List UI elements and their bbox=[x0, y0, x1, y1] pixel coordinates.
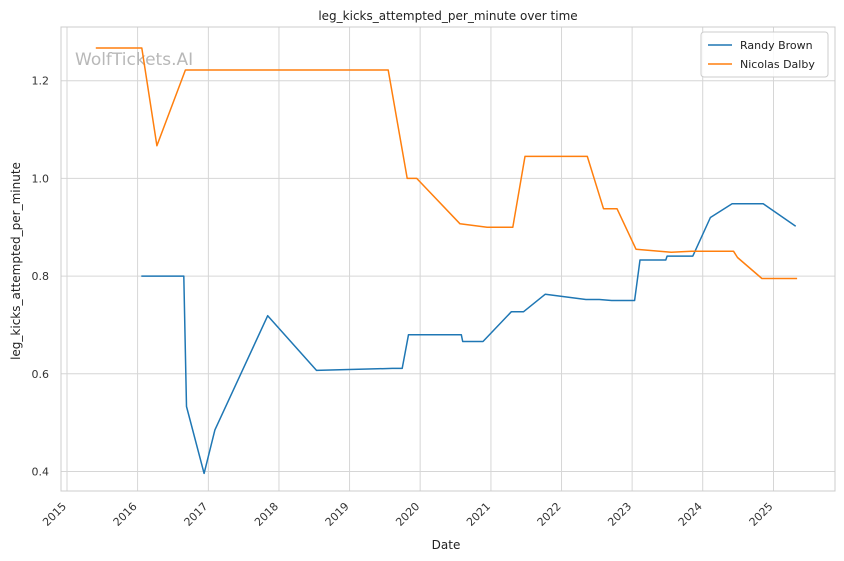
plot-area-frame bbox=[60, 26, 836, 492]
series-line-nicolas-dalby bbox=[95, 47, 798, 280]
legend-label-randy-brown: Randy Brown bbox=[740, 39, 813, 52]
series-line-randy-brown bbox=[141, 203, 797, 475]
y-axis-label: leg_kicks_attempted_per_minute bbox=[9, 162, 23, 360]
gridlines bbox=[61, 27, 835, 491]
y-tick-label: 0.6 bbox=[32, 368, 50, 381]
y-tick-label: 0.4 bbox=[32, 465, 50, 478]
y-tick-label: 1.2 bbox=[32, 75, 50, 88]
legend: Randy Brown Nicolas Dalby bbox=[700, 31, 829, 78]
legend-box bbox=[700, 31, 829, 78]
watermark: WolfTickets.AI bbox=[75, 50, 193, 70]
series-lines bbox=[95, 47, 798, 475]
y-tick-label: 1.0 bbox=[32, 172, 50, 185]
y-tick-label: 0.8 bbox=[32, 270, 50, 283]
chart-title: leg_kicks_attempted_per_minute over time bbox=[318, 9, 577, 23]
x-axis-label: Date bbox=[432, 538, 461, 552]
legend-label-nicolas-dalby: Nicolas Dalby bbox=[740, 58, 815, 71]
y-tick-labels: 0.4 0.6 0.8 1.0 1.2 bbox=[32, 75, 50, 479]
